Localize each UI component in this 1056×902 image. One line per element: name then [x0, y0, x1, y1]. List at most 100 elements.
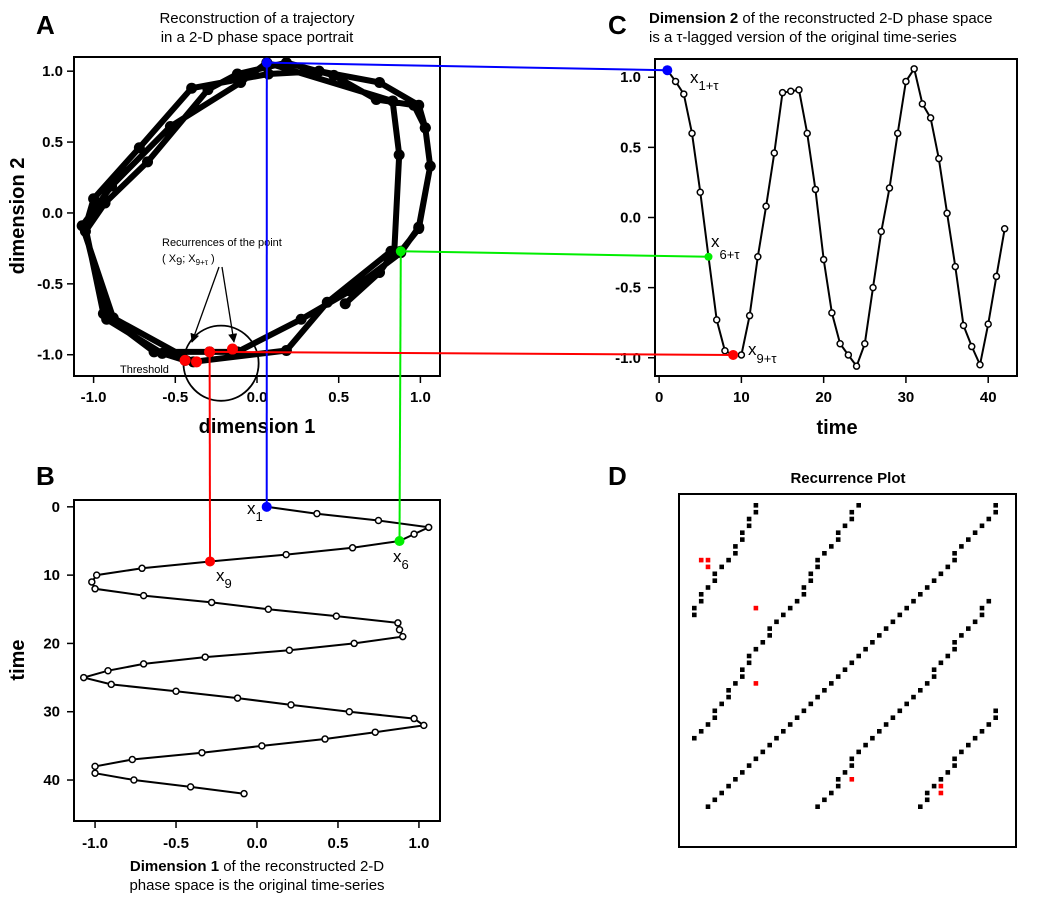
panel-c-title-line1: Dimension 2 of the reconstructed 2-D pha… [649, 10, 993, 27]
recurrence-cell [746, 660, 752, 666]
panel-a-ytick-label: 0.0 [42, 205, 63, 222]
series-c-point [770, 149, 779, 157]
recurrence-cell [979, 612, 985, 618]
trajectory-point [393, 149, 405, 161]
recurrence-cell-red [698, 557, 704, 563]
series-c-point [992, 272, 1001, 281]
series-b-line [79, 505, 433, 795]
recurrence-cell [808, 578, 814, 583]
series-b-point [128, 755, 137, 764]
recurrence-annotation-line1: Recurrences of the point [162, 237, 282, 249]
connector-green-horizontal [400, 250, 709, 258]
recurrence-cell [856, 503, 861, 508]
panel-c-xlabel: time [816, 417, 857, 439]
series-b-point [332, 612, 341, 620]
series-b-point [92, 571, 101, 579]
series-b-point [139, 660, 148, 668]
recurrence-cell [945, 564, 951, 570]
recurrence-cell [918, 688, 923, 693]
recurrence-cell [733, 544, 738, 549]
trajectory-point [321, 296, 333, 308]
recurrence-cell [698, 598, 704, 604]
recurrence-cell [698, 592, 704, 597]
series-c-point [976, 361, 984, 369]
recurrence-cell [719, 790, 724, 796]
recurrence-cell [740, 770, 745, 775]
panel-a-letter: A [36, 10, 55, 40]
recurrence-cell [692, 735, 697, 741]
trajectory-point [424, 160, 436, 172]
recurrence-cell [938, 777, 944, 782]
series-c-point [869, 283, 877, 292]
panel-c-series [663, 65, 1009, 370]
recurrence-cell [835, 783, 841, 789]
recurrence-cell [698, 729, 704, 734]
recurrence-cell [979, 605, 985, 611]
series-c-point [885, 184, 894, 192]
recurrence-cell [897, 612, 903, 618]
recurrence-cell [931, 783, 937, 789]
recurrence-cell [856, 749, 861, 755]
series-c-point [984, 320, 992, 328]
series-b-point [345, 707, 354, 716]
trajectory-line [79, 59, 434, 365]
series-b-point [410, 530, 418, 538]
recurrence-cell-red [705, 557, 711, 563]
series-b-point [104, 666, 112, 675]
recurrence-cell-red [753, 605, 759, 611]
series-b-point [172, 687, 180, 695]
recurrence-cell [945, 653, 951, 659]
connector-green-vertical [398, 251, 402, 541]
series-b-point [91, 762, 99, 771]
recurrence-cell [993, 708, 998, 714]
recurrence-cell [760, 749, 766, 755]
trajectory-point [88, 193, 100, 205]
recurrence-cell [835, 530, 841, 535]
recurrence-cell [781, 612, 786, 618]
trajectory-point [231, 68, 243, 80]
panel-c-ticks: 0 10 20 30 40 -1.0 -0.5 0.0 0.5 1.0 [615, 69, 996, 406]
series-c-point [893, 129, 902, 138]
recurrence-cell [986, 598, 992, 604]
x9-point-b [205, 556, 216, 567]
recurrence-cell [801, 708, 807, 714]
series-b-point [138, 564, 146, 573]
series-c-point [844, 351, 853, 359]
series-c-point [712, 316, 721, 324]
series-c-point [745, 311, 754, 320]
series-b-point [198, 748, 206, 757]
recurrence-cell [849, 756, 855, 762]
recurrence-cell [959, 544, 964, 549]
recurrence-cell-red [938, 790, 944, 796]
recurrence-cell [692, 612, 697, 618]
panel-a-ytick-label: 0.5 [42, 134, 63, 151]
connector-blue-horizontal [266, 61, 668, 72]
recurrence-cell [733, 777, 738, 782]
panel-b-plot-frame [73, 499, 441, 822]
series-b-point [130, 776, 138, 784]
recurrence-cell [815, 694, 820, 700]
panel-b: B -1.0 -0.5 0.0 0.5 1.0 0 10 20 30 40 time Dimens… [7, 461, 441, 894]
recurrence-cell [726, 557, 731, 563]
trajectory-point [374, 267, 386, 279]
recurrence-cell [883, 722, 889, 727]
recurrence-cell [979, 729, 985, 734]
recurrence-cell [815, 557, 820, 563]
recurrence-cell [712, 715, 718, 720]
panel-d-title: Recurrence Plot [790, 470, 905, 487]
panel-b-series [79, 503, 433, 798]
trajectory-point [202, 84, 214, 96]
panel-c-ytick-label: 0.5 [620, 139, 641, 156]
panel-c-ytick-label: -0.5 [615, 280, 641, 297]
trajectory-point [76, 220, 88, 232]
series-b-point [201, 653, 209, 661]
trajectory-point [413, 99, 425, 111]
trajectory-point [186, 82, 198, 94]
recurrence-cell [890, 715, 896, 720]
series-c-point [795, 86, 803, 94]
series-c-point [696, 188, 704, 197]
trajectory-point [148, 346, 160, 358]
x6-tau-point-c [704, 252, 713, 261]
recurrence-cell [740, 530, 745, 535]
trajectory-point [99, 197, 111, 209]
